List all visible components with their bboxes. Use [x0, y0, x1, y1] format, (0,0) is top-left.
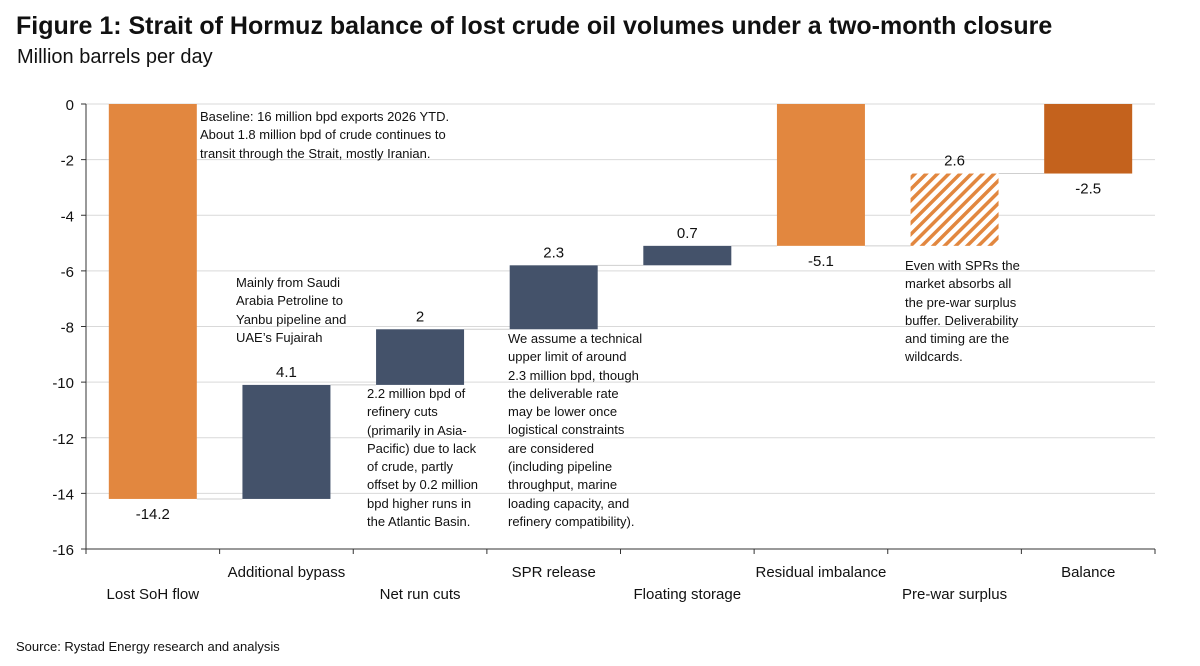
bar-additional-bypass: [242, 384, 331, 499]
bar-residual-imbalance: [776, 104, 865, 246]
y-tick-label: 0: [66, 97, 74, 114]
y-tick-label: -6: [61, 264, 74, 281]
y-tick-label: -2: [61, 153, 74, 170]
bar-pre-war-surplus: [910, 173, 999, 246]
annotation-spr: We assume a technical upper limit of aro…: [508, 331, 643, 529]
data-label: 4.1: [276, 364, 297, 381]
y-tick-label: -10: [52, 375, 74, 392]
x-tick-label: Pre-war surplus: [902, 586, 1007, 603]
bar-balance: [1044, 104, 1133, 174]
bar-spr-release: [509, 265, 598, 330]
bar-lost-soh-flow: [108, 104, 197, 499]
x-tick-label: Net run cuts: [380, 586, 461, 603]
data-label: -5.1: [808, 253, 834, 270]
annotation-bypass: Mainly from Saudi Arabia Petroline to Ya…: [236, 275, 347, 345]
annotation-run-cuts: 2.2 million bpd of refinery cuts (primar…: [367, 386, 479, 530]
annotation-baseline: Baseline: 16 million bpd exports 2026 YT…: [200, 109, 450, 161]
x-tick-label: Lost SoH flow: [107, 586, 200, 603]
bar-floating-storage: [643, 245, 732, 266]
y-tick-label: -12: [52, 431, 74, 448]
data-label: 0.7: [677, 225, 698, 242]
annotation-surplus: Even with SPRs the market absorbs all th…: [905, 258, 1020, 365]
data-label: -2.5: [1075, 181, 1101, 198]
y-tick-label: -16: [52, 542, 74, 559]
x-tick-label: Additional bypass: [228, 564, 346, 581]
bar-net-run-cuts: [376, 329, 465, 385]
x-tick-label: Residual imbalance: [755, 564, 886, 581]
data-label: -14.2: [136, 506, 170, 523]
data-label: 2.3: [543, 244, 564, 261]
y-tick-label: -4: [61, 208, 74, 225]
source-note: Source: Rystad Energy research and analy…: [16, 639, 280, 654]
x-tick-label: Balance: [1061, 564, 1115, 581]
chart-subtitle: Million barrels per day: [17, 46, 213, 68]
x-tick-label: Floating storage: [634, 586, 742, 603]
x-tick-label: SPR release: [512, 564, 596, 581]
y-tick-label: -14: [52, 486, 74, 503]
data-label: 2.6: [944, 153, 965, 170]
y-tick-label: -8: [61, 320, 74, 337]
data-label: 2: [416, 308, 424, 325]
chart-title: Figure 1: Strait of Hormuz balance of lo…: [16, 12, 1053, 40]
